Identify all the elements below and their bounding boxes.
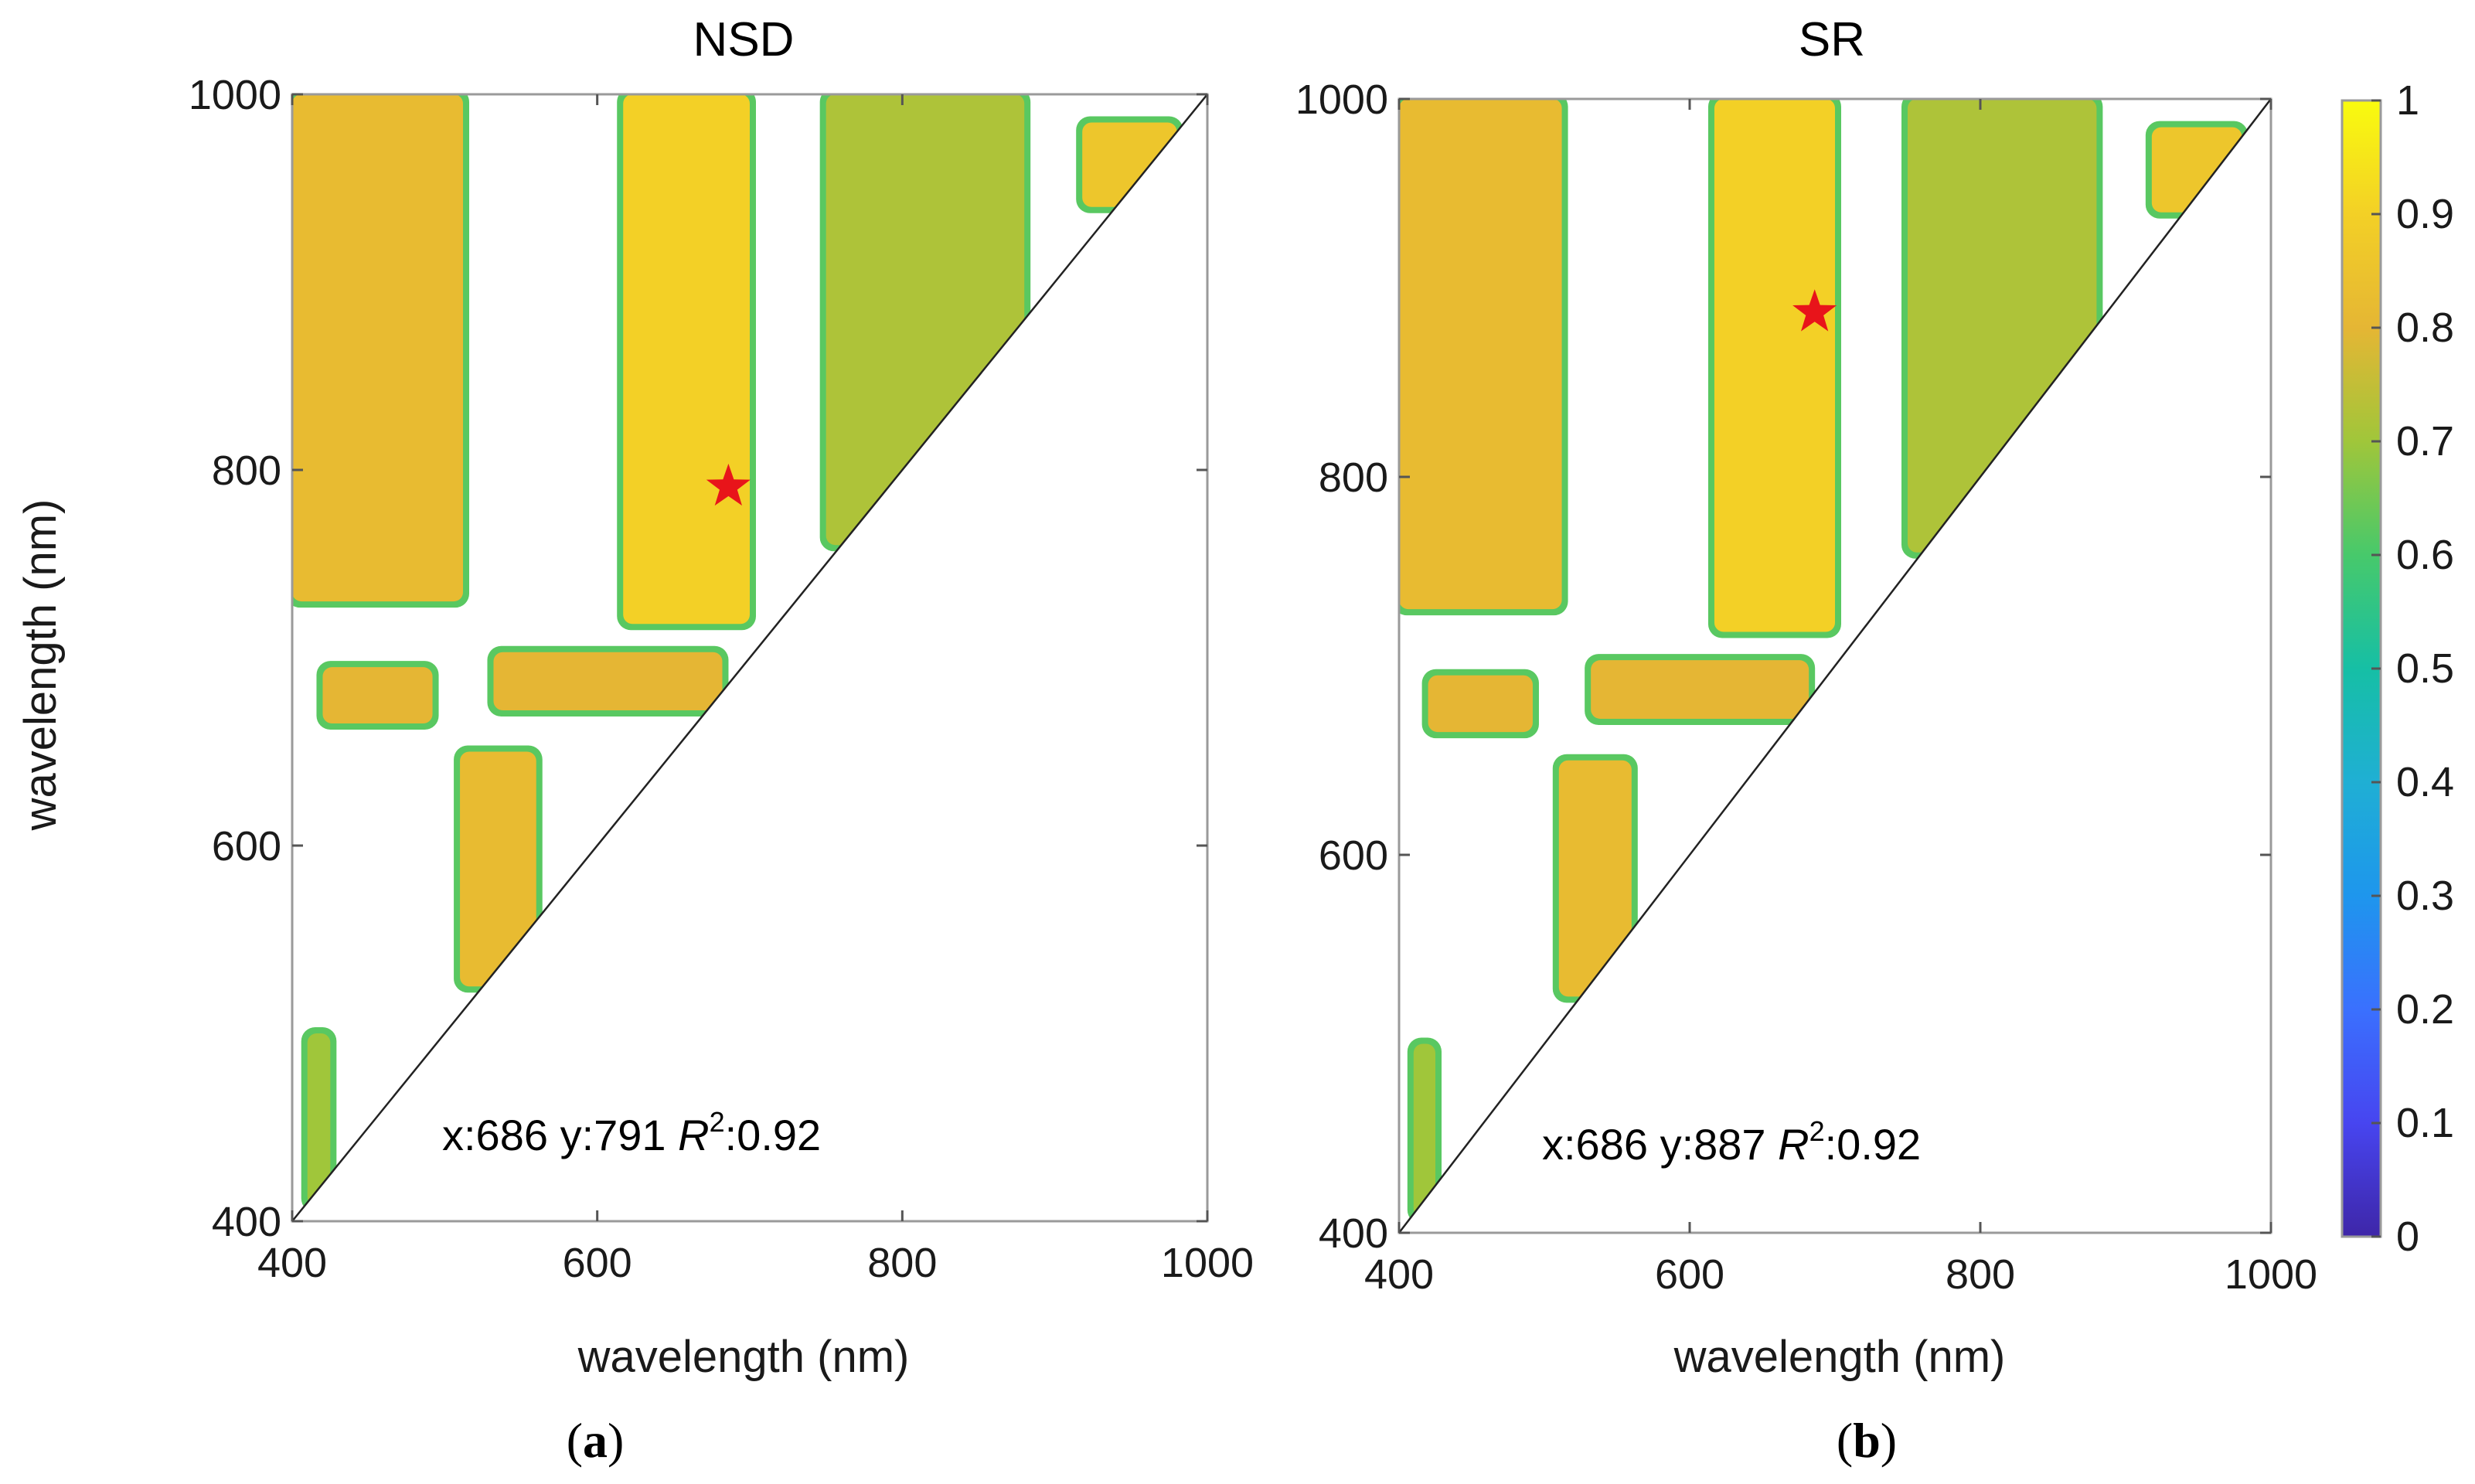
best-band-annotation: x:686 y:791 R2:0.92: [442, 1106, 821, 1159]
heatmap-region: [1399, 99, 1562, 610]
y-tick-label: 800: [1319, 454, 1388, 501]
x-tick-label: 800: [1946, 1251, 2015, 1298]
panel-title: NSD: [693, 13, 795, 66]
heatmap-region: [1082, 122, 1177, 207]
x-tick-label: 600: [563, 1240, 632, 1286]
x-tick-label: 400: [1364, 1251, 1434, 1298]
colorbar-tick-label: 0.5: [2396, 645, 2454, 692]
colorbar-tick-label: 1: [2396, 77, 2419, 124]
heatmap-region: [493, 652, 723, 711]
x-axis-label: wavelength (nm): [577, 1332, 910, 1382]
plot-frame: [291, 93, 1209, 1223]
y-tick-label: 1000: [1295, 77, 1388, 123]
diagonal-line: [1398, 98, 2272, 1234]
colorbar-tick-label: 0.4: [2396, 759, 2454, 805]
y-tick-label: 600: [212, 823, 281, 870]
heatmap-region: [2151, 127, 2242, 213]
heatmap-region: [292, 94, 464, 602]
plot-frame: [1398, 97, 2272, 1234]
diagonal-line: [291, 94, 1208, 1222]
heatmap-region: [1714, 99, 1835, 632]
y-tick-label: 600: [1319, 832, 1388, 879]
colorbar-tick-label: 0.1: [2396, 1100, 2454, 1146]
heatmap-region: [1428, 675, 1533, 733]
heatmap-regions: [292, 94, 1183, 1213]
heatmap-region: [322, 667, 433, 724]
heatmap-region: [623, 94, 750, 625]
heatmap-regions: [1399, 99, 2249, 1224]
colorbar-tick-label: 0.6: [2396, 532, 2454, 578]
y-tick-label: 400: [1319, 1210, 1388, 1257]
y-axis-label: wavelength (nm): [15, 499, 66, 832]
x-tick-label: 400: [257, 1240, 327, 1286]
best-point-marker: [1792, 289, 1837, 332]
heatmap-region: [460, 751, 536, 987]
x-tick-label: 800: [867, 1240, 937, 1286]
colorbar: 0 0.1 0.2 0.3 0.4 0.5 0.6 0.7 0.8 0.9 1: [2341, 77, 2454, 1260]
best-point-marker: [706, 463, 751, 506]
colorbar-tick-label: 0.7: [2396, 418, 2454, 465]
y-tick-label: 1000: [189, 72, 281, 118]
heatmap-region: [1591, 660, 1809, 719]
colorbar-tick-label: 0.8: [2396, 305, 2454, 351]
panel-sr: SR 400 600 800 1000 400 600 800 1000 wavelength…: [1295, 13, 2317, 1468]
colorbar-tick-label: 0.3: [2396, 873, 2454, 919]
x-tick-label: 1000: [1161, 1240, 1254, 1286]
heatmap-region: [1908, 99, 2097, 553]
heatmap-region: [1558, 760, 1632, 997]
panel-title: SR: [1799, 13, 1865, 66]
heatmap-region: [307, 1033, 331, 1207]
heatmap-region: [826, 94, 1025, 546]
colorbar-tick-label: 0.9: [2396, 191, 2454, 237]
x-tick-label: 600: [1655, 1251, 1724, 1298]
colorbar-tick-label: 0.2: [2396, 986, 2454, 1033]
panel-caption: (b): [1837, 1413, 1897, 1468]
best-band-annotation: x:686 y:887 R2:0.92: [1542, 1115, 1921, 1169]
star-icon: [1792, 289, 1837, 332]
colorbar-tick-label: 0: [2396, 1213, 2419, 1260]
axis-ticks: 400 600 800 1000 400 600 800 1000: [1295, 77, 2317, 1298]
x-axis-label: wavelength (nm): [1673, 1332, 2006, 1382]
x-tick-label: 1000: [2225, 1251, 2317, 1298]
axis-ticks: 400 600 800 1000 400 600 800 1000: [189, 72, 1254, 1286]
panel-caption: (a): [567, 1413, 625, 1468]
y-tick-label: 400: [212, 1199, 281, 1245]
y-tick-label: 800: [212, 448, 281, 494]
star-icon: [706, 463, 751, 506]
colorbar-ticks: 0 0.1 0.2 0.3 0.4 0.5 0.6 0.7 0.8 0.9 1: [2371, 77, 2454, 1260]
heatmap-region: [1413, 1043, 1435, 1218]
panel-nsd: NSD 400 600 800 1000 400 600 800 1000 wavelengt…: [15, 13, 1254, 1468]
